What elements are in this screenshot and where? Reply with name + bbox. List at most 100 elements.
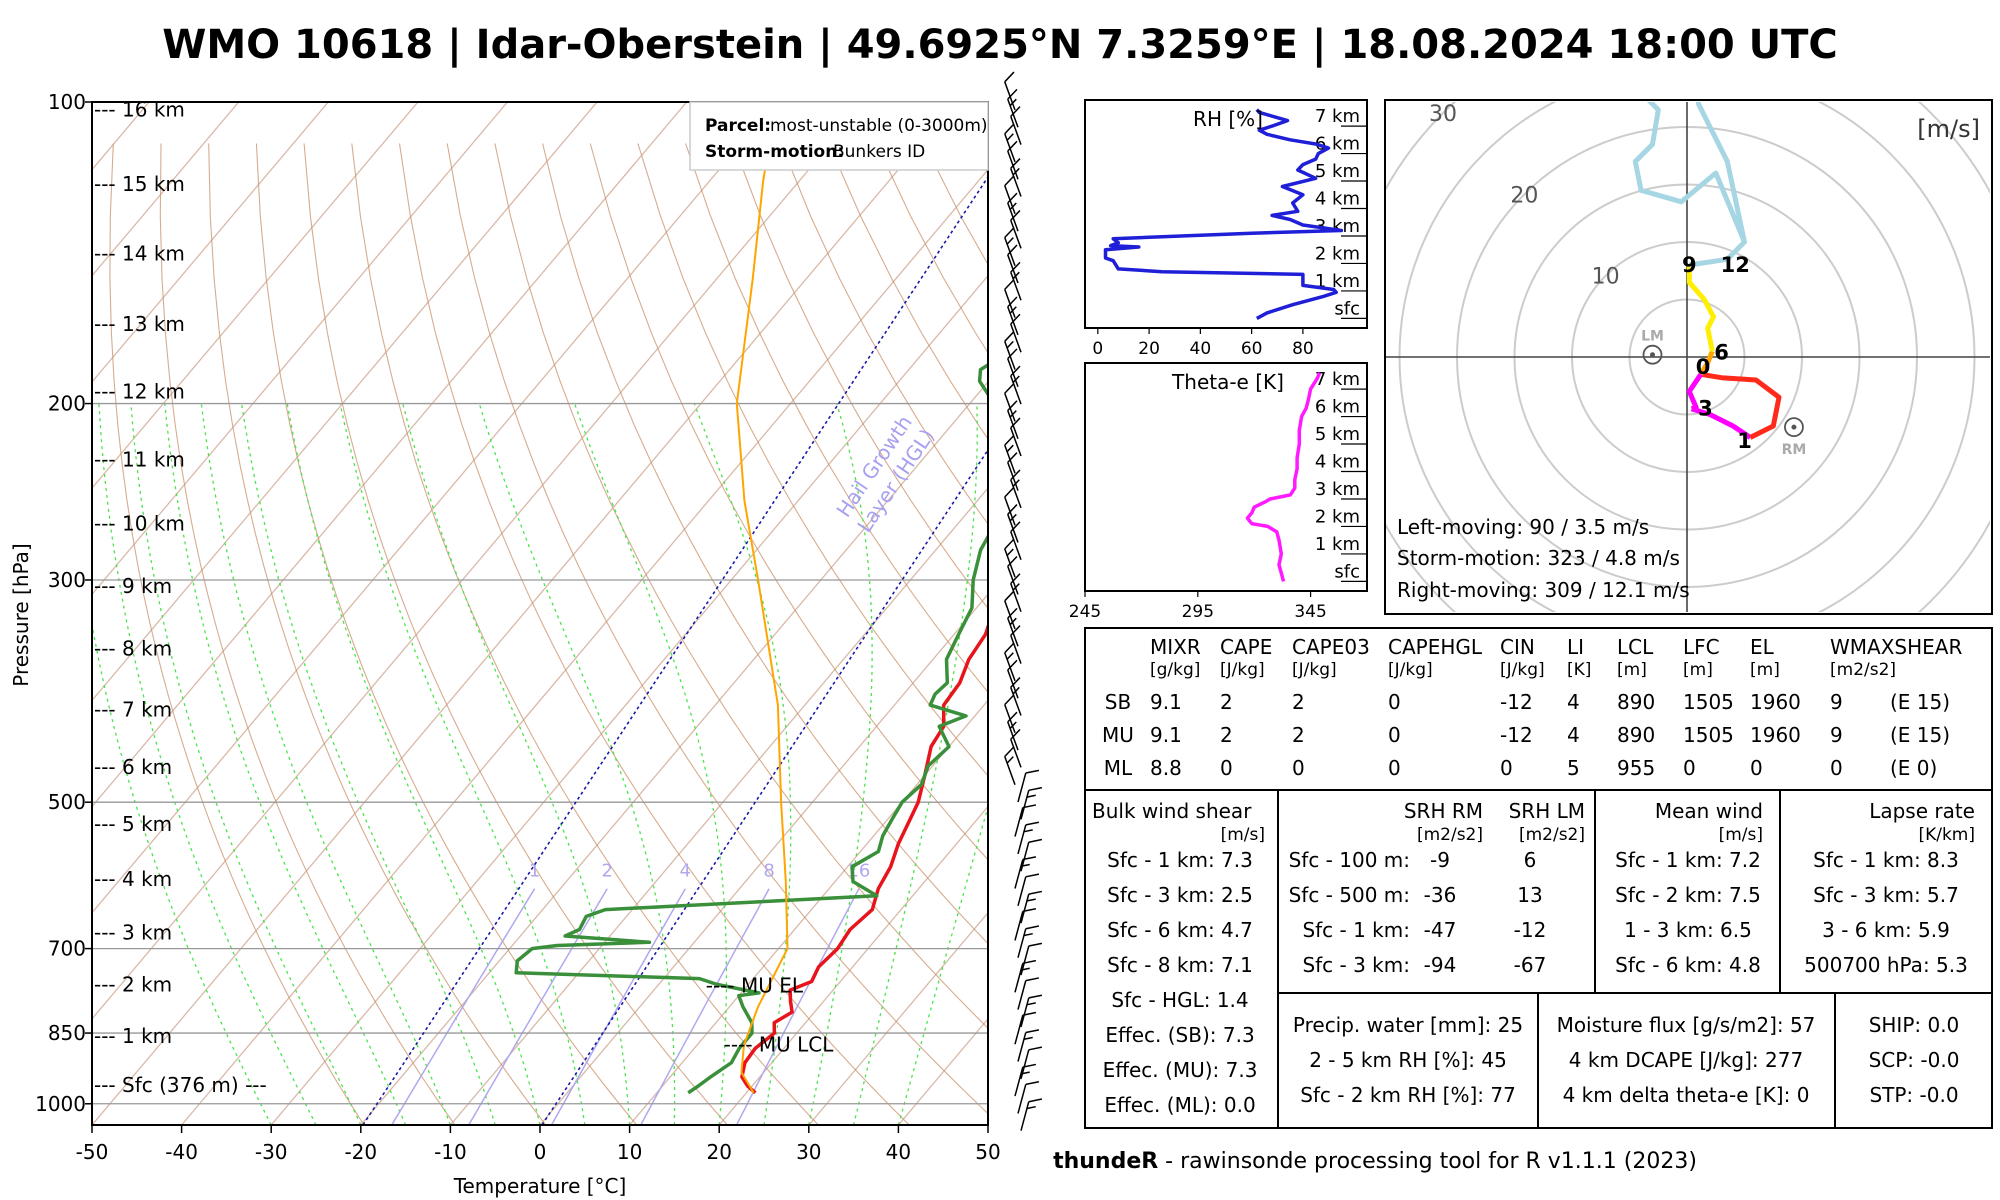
moist-adiabat (130, 403, 362, 1125)
x-tick-label: 0 (1092, 339, 1103, 359)
table-row: 4 km delta theta-e [K]: 0 (1563, 1083, 1810, 1107)
table-cell: 0 (1683, 756, 1696, 780)
mean-wind-box: Mean wind [m/s] Sfc - 1 km: 7.2 Sfc - 2 k… (1615, 799, 1763, 977)
barb-flag (1007, 296, 1018, 308)
barb-staff (1017, 824, 1027, 855)
wind-barb (1020, 1098, 1043, 1131)
dry-adiabat (732, 143, 988, 610)
barb-flag (1010, 625, 1021, 636)
barb-flag (1028, 942, 1043, 947)
moist-adiabat (808, 403, 873, 1125)
barb-flag (1007, 607, 1018, 619)
x-tick-label: 30 (796, 1140, 821, 1164)
height-tick-label: 5 km (1315, 161, 1360, 182)
table-cell: 0 (1750, 756, 1763, 780)
x-tick-label: 295 (1182, 602, 1214, 622)
footer: thundeR - rawinsonde processing tool for… (1053, 1149, 1697, 1174)
composites-box: SHIP: 0.0 SCP: -0.0 STP: -0.0 (1869, 1013, 1960, 1107)
x-tick-label: 40 (886, 1140, 911, 1164)
barb-flag (1006, 652, 1014, 660)
table-cell: 2 (1220, 723, 1233, 747)
barb-flag (1026, 898, 1036, 902)
barb-staff (1014, 1015, 1024, 1045)
mixing-ratio-line (640, 888, 770, 1125)
hodo-level-label: 9 (1682, 253, 1697, 277)
footer-bold: thundeR (1053, 1149, 1158, 1174)
skewt-frame (91, 101, 989, 1126)
srh-row-label: Sfc - 100 m: (1289, 848, 1410, 872)
hodo-marker-dot (1650, 352, 1655, 358)
barb-flag (1007, 504, 1018, 515)
barb-staff (1014, 807, 1024, 837)
height-tick-label: 4 km (1315, 452, 1360, 473)
barb-flag (1004, 590, 1015, 602)
p-tick-label: 100 (48, 90, 86, 114)
table-unit: [J/kg] (1220, 660, 1265, 680)
barb-flag (1023, 829, 1033, 833)
barb-staff (1017, 1084, 1027, 1114)
wind-barb (1020, 994, 1043, 1028)
height-label: --- 16 km (94, 98, 185, 122)
dry-adiabat (109, 143, 365, 1125)
bulk-shear-unit: [m/s] (1221, 825, 1265, 845)
isotherm (629, 699, 988, 1125)
wind-barb (1010, 625, 1022, 664)
barb-flag (1007, 192, 1018, 204)
x-tick-label: 50 (975, 1140, 1000, 1164)
barb-flag (1004, 279, 1015, 290)
x-tick-label: 345 (1294, 602, 1326, 622)
figure-title: WMO 10618 | Idar-Oberstein | 49.6925°N 7… (162, 22, 1838, 69)
indices-tables: MIXR CAPE CAPE03 CAPEHGL CIN LI LCL LFC EL WMAXSH… (1084, 627, 1993, 1129)
barb-staff (1010, 323, 1022, 353)
dry-adiabat (351, 143, 819, 1125)
barb-flag (1007, 555, 1018, 567)
wind-barb (1010, 469, 1022, 509)
table-unit: [m] (1750, 660, 1780, 680)
barb-flag (1010, 677, 1021, 688)
barb-flag (1028, 838, 1043, 843)
x-tick-label: 20 (706, 1140, 731, 1164)
barb-staff (1020, 842, 1030, 872)
x-tick-label: 80 (1292, 339, 1314, 359)
barb-flag (1025, 1029, 1040, 1034)
barb-flag (1026, 1002, 1036, 1006)
wind-barb (1017, 925, 1040, 958)
moist-adiabat (339, 403, 586, 1125)
thermo-table: MIXR CAPE CAPE03 CAPEHGL CIN LI LCL LFC EL WMAXSH… (1102, 635, 1962, 780)
barb-flag (1020, 863, 1030, 868)
table-cell: 2 (1220, 690, 1233, 714)
barb-staff (1010, 219, 1022, 249)
mean-wind-unit: [m/s] (1719, 825, 1763, 845)
p-tick-label: 700 (48, 937, 86, 961)
height-tick-label: 1 km (1315, 534, 1360, 555)
barb-flag (1010, 106, 1021, 117)
table-cell: 4 (1567, 690, 1580, 714)
height-tick-label: 2 km (1315, 243, 1360, 264)
barb-flag (1010, 313, 1021, 325)
barb-staff (1017, 980, 1027, 1010)
hodo-marker-dot (1791, 424, 1797, 430)
table-cell: (E 0) (1890, 756, 1937, 780)
wind-barb (1010, 677, 1022, 716)
barb-flag (1025, 821, 1040, 826)
table-cell: 8.8 (1150, 756, 1182, 780)
isotherm (92, 102, 777, 914)
moist-adiabat (286, 403, 541, 1125)
x-tick-label: -50 (76, 1140, 109, 1164)
dry-adiabat (398, 143, 910, 1125)
table-row: 3 - 6 km: 5.9 (1822, 918, 1950, 942)
table-cell: (E 15) (1890, 723, 1950, 747)
p-tick-label: 850 (48, 1021, 86, 1045)
barb-staff (1017, 1032, 1027, 1062)
barb-flag (1009, 98, 1017, 107)
p-tick-label: 300 (48, 568, 86, 592)
barb-flag (1007, 348, 1018, 360)
barb-flag (1009, 617, 1017, 626)
table-cell: 955 (1617, 756, 1655, 780)
wind-barb (1017, 821, 1040, 855)
srh-rm-unit: [m2/s2] (1417, 825, 1483, 845)
barb-staff (1017, 876, 1027, 906)
hodo-segment (1690, 406, 1752, 440)
barb-staff (1017, 772, 1027, 803)
